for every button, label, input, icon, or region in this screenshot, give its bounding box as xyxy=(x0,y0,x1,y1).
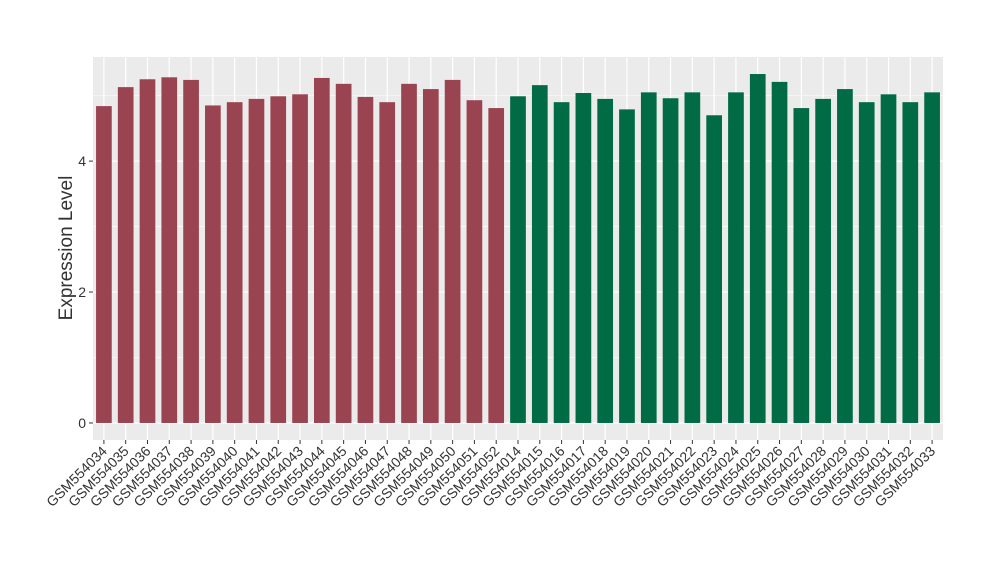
bar xyxy=(924,92,940,423)
y-tick-label: 0 xyxy=(78,415,86,431)
bar xyxy=(880,94,897,423)
bar xyxy=(575,93,592,423)
bar xyxy=(314,77,330,423)
bar xyxy=(706,115,722,423)
bar xyxy=(749,74,766,423)
bar xyxy=(422,89,439,423)
bar xyxy=(858,102,875,423)
bar xyxy=(270,96,287,423)
bar xyxy=(139,79,156,423)
bar xyxy=(640,92,657,423)
bar xyxy=(444,79,461,423)
bar xyxy=(379,102,396,423)
bar xyxy=(292,94,308,423)
bar xyxy=(183,79,199,423)
y-tick-label: 4 xyxy=(78,153,86,169)
bar xyxy=(902,102,919,423)
y-tick-label: 2 xyxy=(78,284,86,300)
bar xyxy=(205,105,221,423)
bar xyxy=(662,98,679,423)
bar xyxy=(510,96,526,423)
bar xyxy=(488,108,505,423)
bar xyxy=(96,106,112,423)
y-axis-label: Expression Level xyxy=(56,176,77,321)
bar xyxy=(117,87,134,423)
bar xyxy=(728,92,744,423)
bar xyxy=(335,83,352,423)
bar xyxy=(531,85,548,423)
bar xyxy=(553,102,570,423)
bar xyxy=(226,102,243,423)
bar xyxy=(357,96,374,423)
bar xyxy=(684,92,701,423)
bar xyxy=(619,109,635,423)
bar xyxy=(771,81,788,423)
bar xyxy=(597,98,614,423)
bar xyxy=(401,83,417,423)
bar xyxy=(837,89,853,423)
bar xyxy=(248,98,265,423)
bar xyxy=(815,98,831,423)
bar xyxy=(466,100,483,423)
bar xyxy=(161,77,178,423)
bar xyxy=(793,108,810,423)
